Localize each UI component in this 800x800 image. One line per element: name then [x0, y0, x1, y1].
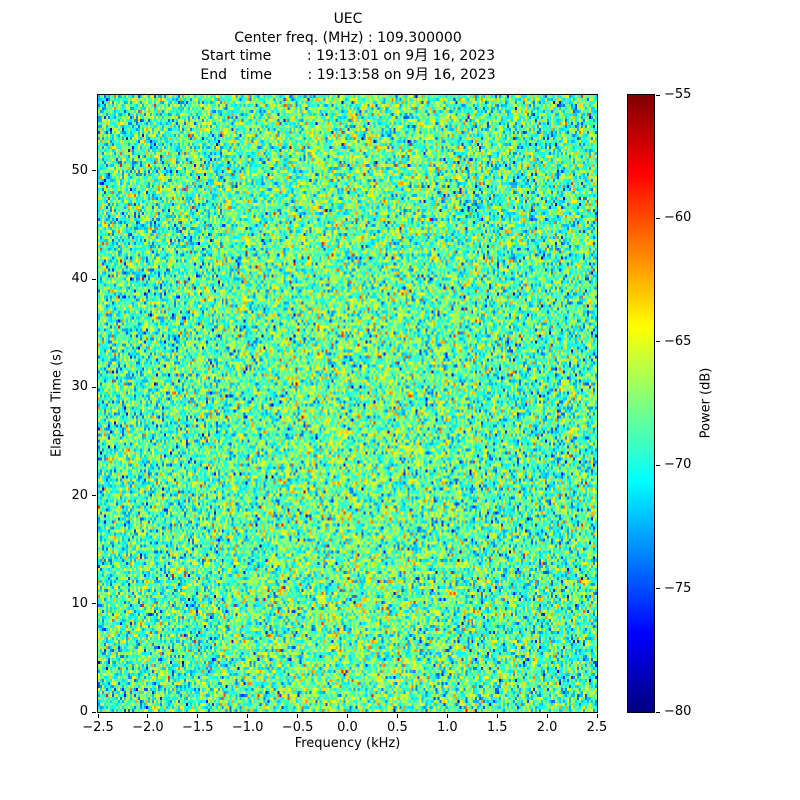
x-axis-tick [347, 714, 348, 718]
plot-area [97, 94, 598, 713]
colorbar-tick-label: −55 [664, 87, 692, 102]
y-tick-label: 0 [79, 704, 88, 719]
colorbar-tick [656, 464, 660, 466]
start-time-line: Start time : 19:13:01 on 9月 16, 2023 [201, 48, 495, 64]
colorbar-tick-label: −80 [664, 704, 692, 719]
x-axis-tick [147, 714, 149, 718]
x-axis-tick [396, 714, 398, 718]
y-axis-tick [92, 711, 96, 713]
x-tick-label: 2.0 [536, 720, 558, 735]
x-tick-label: 1.5 [486, 720, 508, 735]
colorbar-tick [656, 711, 660, 713]
y-axis-tick [92, 495, 96, 496]
colorbar-tick-label: −75 [664, 580, 692, 596]
colorbar-tick-label: −70 [664, 457, 692, 473]
x-axis-tick [97, 714, 99, 718]
y-tick-label: 40 [71, 271, 88, 287]
title-block: UEC Center freq. (MHz) : 109.300000 Star… [98, 10, 598, 84]
colorbar-tick [656, 588, 660, 590]
x-tick-label: −1.0 [231, 720, 264, 735]
colorbar [627, 94, 655, 713]
y-tick-label: 20 [71, 487, 88, 503]
y-axis-tick [92, 386, 96, 388]
x-axis-tick [247, 714, 249, 718]
colorbar-tick-label: −60 [664, 210, 692, 226]
x-tick-label: 0.5 [387, 720, 408, 735]
y-axis-tick [92, 170, 96, 172]
colorbar-tick [656, 217, 660, 219]
y-tick-label: 10 [71, 595, 88, 611]
x-tick-label: 2.5 [586, 720, 608, 735]
x-tick-label: 0.0 [337, 720, 358, 735]
spectrogram-canvas [98, 95, 597, 712]
y-axis-tick [92, 603, 96, 605]
center-freq-line: Center freq. (MHz) : 109.300000 [234, 29, 462, 46]
colorbar-canvas [628, 95, 654, 712]
y-axis-tick [92, 278, 96, 280]
x-tick-label: −2.0 [132, 720, 164, 735]
colorbar-tick [656, 341, 660, 343]
end-time-line: End time : 19:13:58 on 9月 16, 2023 [200, 66, 496, 83]
colorbar-tick [656, 94, 660, 96]
x-tick-label: 1.0 [436, 720, 458, 735]
x-tick-label: −0.5 [281, 720, 314, 735]
x-axis-label: Frequency (kHz) [294, 736, 401, 751]
x-axis-tick [496, 714, 498, 718]
y-tick-label: 30 [71, 379, 88, 395]
x-axis-tick [596, 714, 598, 718]
y-axis-label: Elapsed Time (s) [49, 348, 65, 458]
x-axis-tick [297, 714, 299, 718]
colorbar-label: Power (dB) [698, 367, 714, 439]
x-tick-label: −1.5 [182, 720, 214, 735]
colorbar-tick-label: −65 [664, 333, 692, 349]
figure-title: UEC [333, 11, 363, 27]
x-axis-tick [446, 714, 448, 718]
y-tick-label: 50 [71, 162, 88, 178]
x-axis-tick [546, 714, 548, 718]
x-tick-label: −2.5 [82, 720, 114, 735]
x-axis-tick [197, 714, 199, 718]
